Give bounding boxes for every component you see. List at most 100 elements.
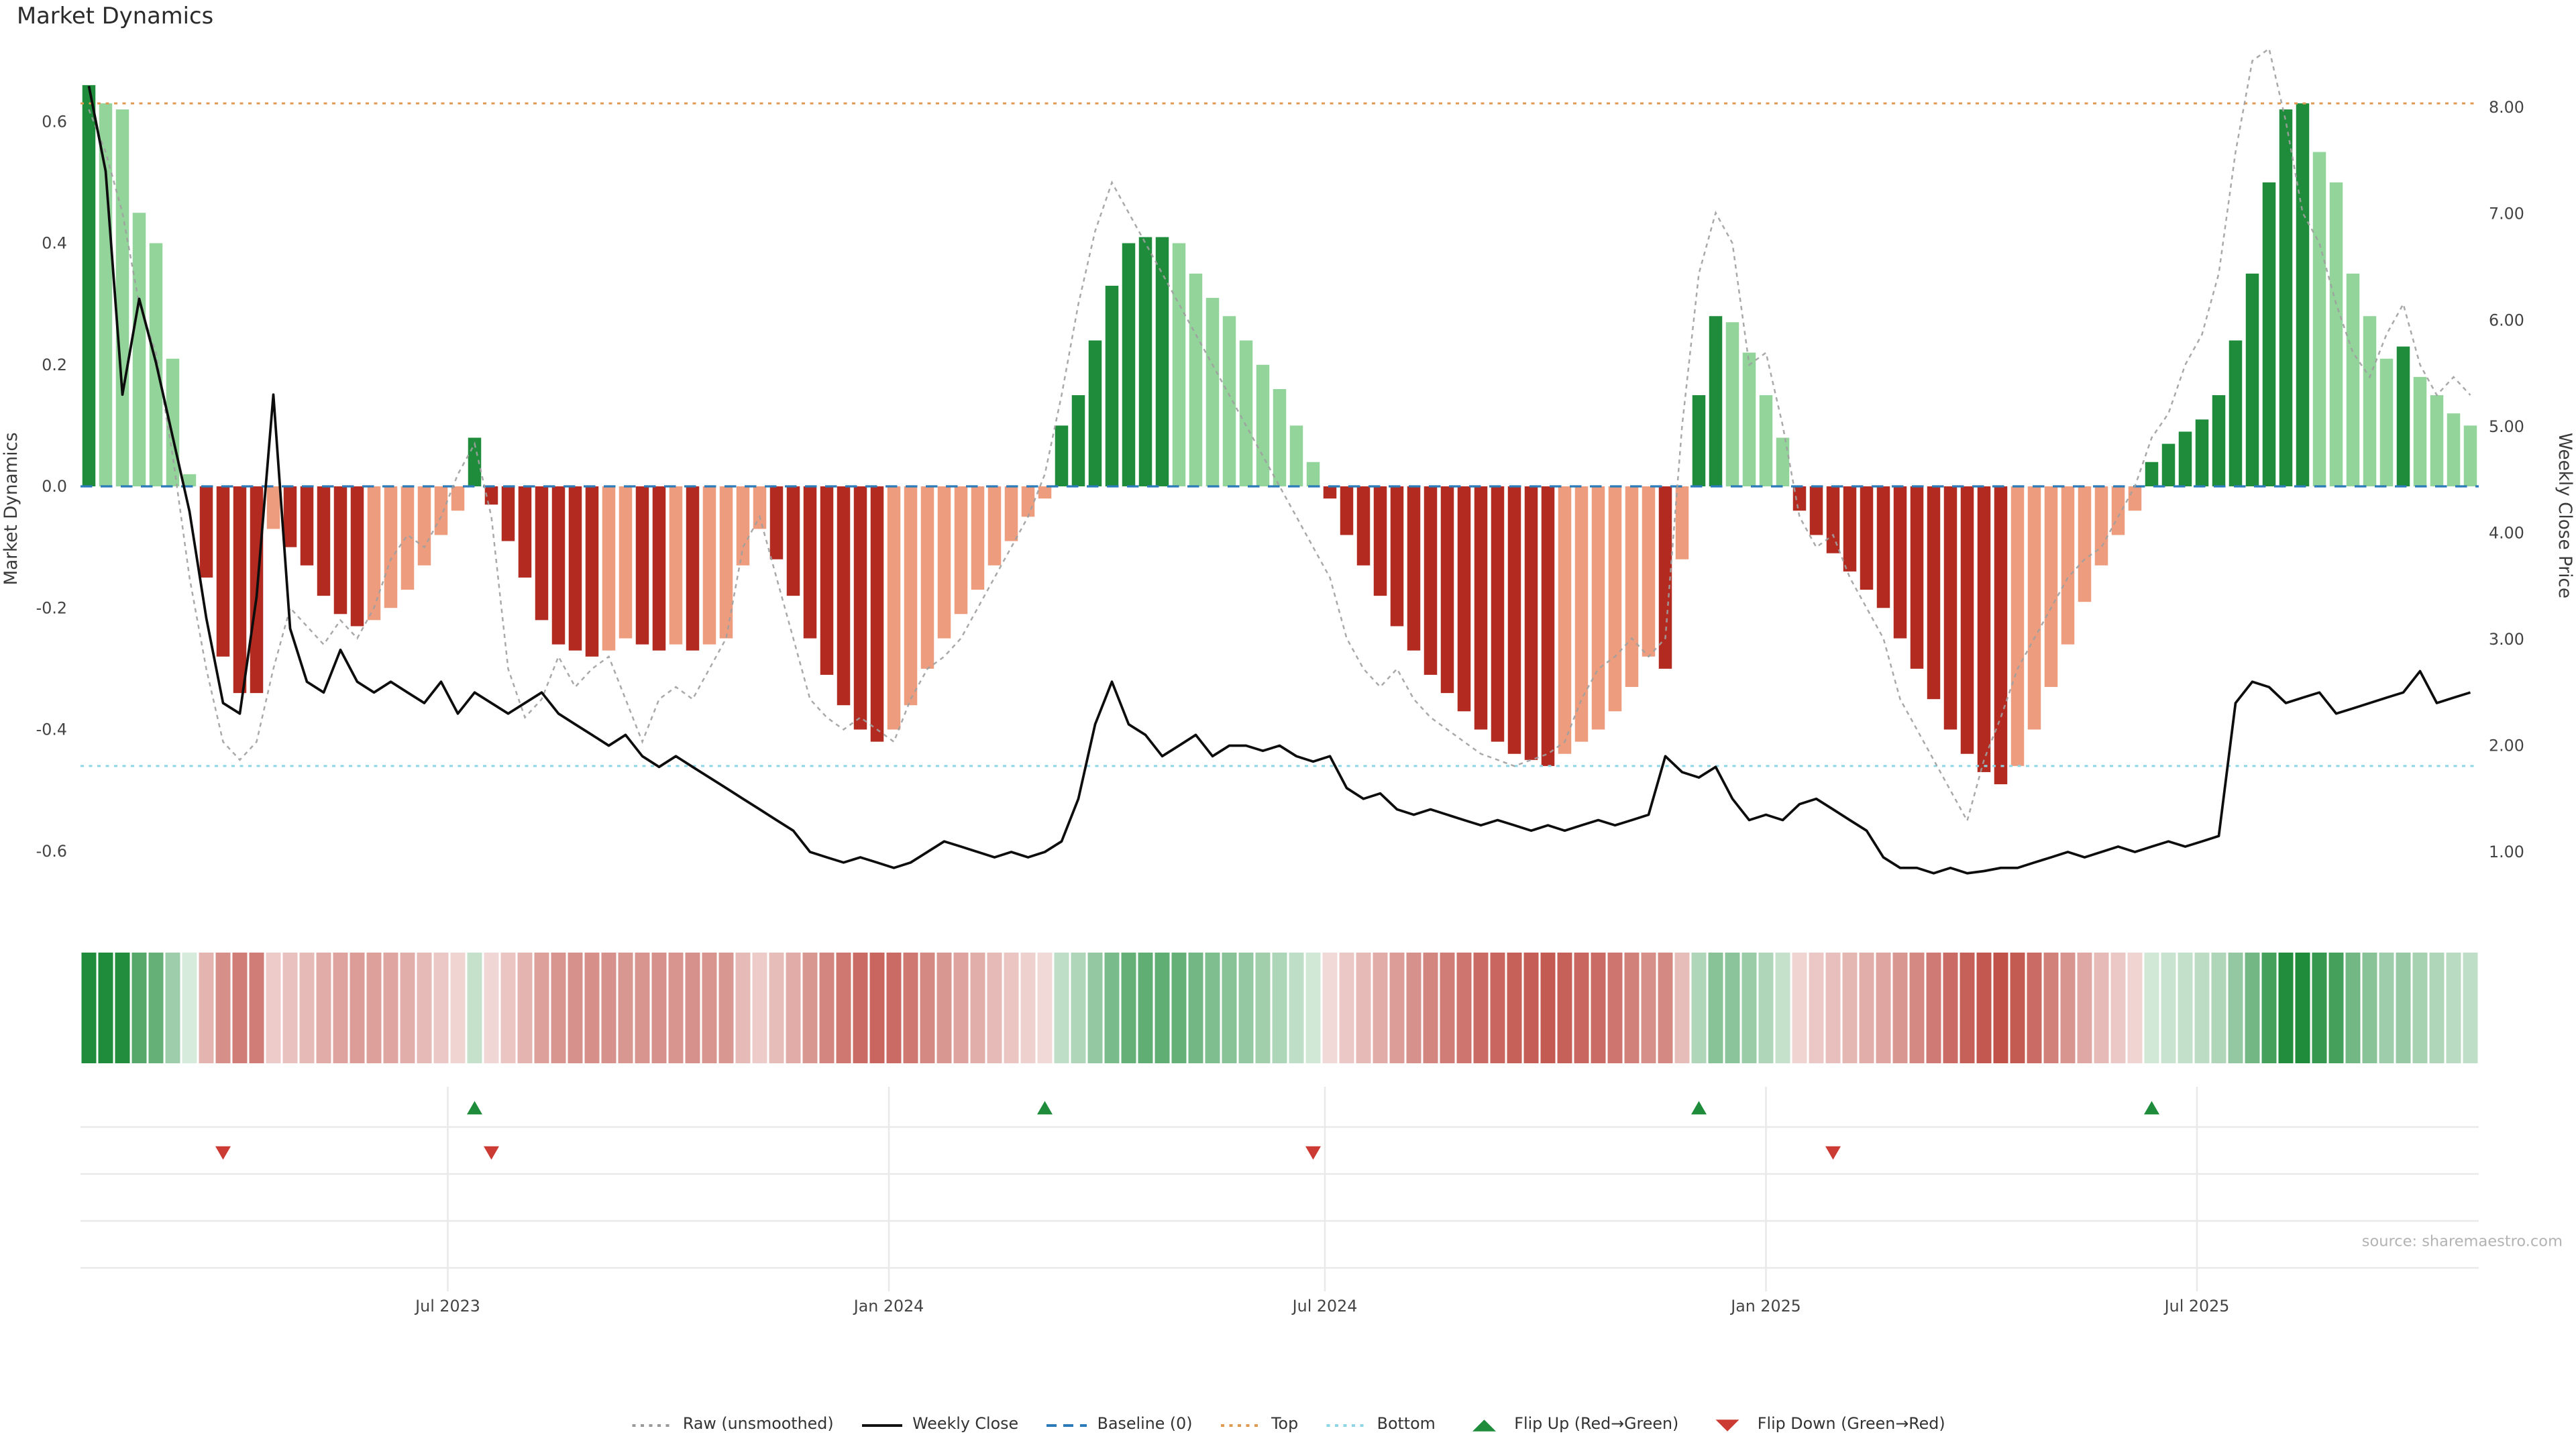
dynamics-bar	[2447, 413, 2461, 486]
right-tick-label: 8.00	[2489, 98, 2524, 117]
heatmap-cell	[1607, 953, 1623, 1063]
x-tick-label: Jul 2025	[2163, 1297, 2230, 1316]
dynamics-bar	[1558, 486, 1572, 754]
legend-item: Raw (unsmoothed)	[631, 1415, 834, 1434]
heatmap-cell	[500, 953, 516, 1063]
flip-up-marker	[1037, 1101, 1053, 1115]
heatmap-cell	[551, 953, 566, 1063]
heatmap-cell	[1238, 953, 1254, 1063]
heatmap-cell	[282, 953, 298, 1063]
flip-down-marker	[215, 1146, 231, 1160]
dynamics-bar	[1725, 322, 1739, 487]
dynamics-bar	[585, 486, 599, 657]
dynamics-bar	[283, 486, 297, 547]
dynamics-bar	[115, 109, 129, 486]
heatmap-cell	[81, 953, 97, 1063]
dynamics-bar	[384, 486, 398, 608]
dynamics-bar	[501, 486, 515, 541]
dynamics-bar	[2161, 443, 2176, 487]
flip-up-marker	[1691, 1101, 1707, 1115]
heatmap-cell	[1943, 953, 1958, 1063]
dynamics-bar	[199, 486, 213, 578]
heatmap-cell	[2362, 953, 2377, 1063]
dynamics-bar	[568, 486, 582, 651]
dynamics-bar	[2229, 340, 2243, 486]
dynamics-bar	[451, 486, 465, 511]
heatmap-cell	[1523, 953, 1539, 1063]
heatmap-cell	[1121, 953, 1136, 1063]
dynamics-bar	[2396, 346, 2410, 487]
right-tick-label: 4.00	[2489, 523, 2524, 542]
dynamics-bar	[2363, 316, 2377, 486]
left-tick-label: -0.2	[36, 598, 67, 617]
heatmap-cell	[2429, 953, 2445, 1063]
heatmap-cell	[433, 953, 449, 1063]
dynamics-bar	[1407, 486, 1421, 651]
dynamics-bar	[1977, 486, 1991, 772]
heatmap-cell	[869, 953, 885, 1063]
left-tick-label: -0.4	[36, 720, 67, 739]
dynamics-bar	[971, 486, 985, 590]
dynamics-bar	[2413, 376, 2427, 486]
heatmap-cell	[886, 953, 902, 1063]
dynamics-bar	[920, 486, 934, 669]
dynamics-bar	[216, 486, 230, 657]
heatmap-cell	[199, 953, 214, 1063]
dynamics-bar	[1055, 425, 1069, 486]
heatmap-cell	[1171, 953, 1187, 1063]
dynamics-bar	[1205, 298, 1220, 487]
dynamics-bar	[1356, 486, 1371, 566]
heatmap-cell	[936, 953, 952, 1063]
dynamics-bar	[2178, 431, 2192, 487]
dynamics-bar	[551, 486, 566, 645]
dynamics-bar	[2296, 103, 2310, 487]
dynamics-bar	[1843, 486, 1857, 572]
legend-line-icon	[632, 1423, 673, 1426]
heatmap-cell	[1389, 953, 1405, 1063]
heatmap-cell	[970, 953, 985, 1063]
dynamics-bar	[1306, 462, 1320, 486]
right-tick-label: 3.00	[2489, 630, 2524, 649]
dynamics-bar	[1574, 486, 1589, 742]
x-tick-label: Jul 2023	[414, 1297, 480, 1316]
legend-item: Top	[1220, 1415, 1298, 1434]
dynamics-bar	[2145, 462, 2159, 486]
heatmap-cell	[2379, 953, 2394, 1063]
dynamics-bar	[417, 486, 431, 566]
legend-label: Bottom	[1377, 1415, 1436, 1434]
heatmap-cell	[517, 953, 533, 1063]
dynamics-bar	[1507, 486, 1521, 754]
heatmap-cell	[2043, 953, 2059, 1063]
heatmap-cell	[786, 953, 801, 1063]
dynamics-bar	[769, 486, 784, 559]
heatmap-cell	[953, 953, 969, 1063]
dynamics-bar	[1340, 486, 1354, 535]
dynamics-bar	[1189, 273, 1203, 487]
dynamics-bar	[786, 486, 800, 596]
dynamics-bar	[1424, 486, 1438, 675]
dynamics-bar	[887, 486, 901, 730]
dynamics-bar	[1105, 285, 1119, 487]
dynamics-bar	[1759, 395, 1773, 487]
dynamics-bar	[1960, 486, 1974, 754]
heatmap-cell	[1305, 953, 1321, 1063]
dynamics-bar	[484, 486, 498, 505]
heatmap-cell	[836, 953, 851, 1063]
heatmap-cell	[903, 953, 918, 1063]
dynamics-bar	[1122, 243, 1136, 486]
heatmap-cell	[735, 953, 751, 1063]
dynamics-bar	[702, 486, 716, 645]
dynamics-bar	[82, 85, 96, 486]
heatmap-cell	[651, 953, 667, 1063]
left-tick-label: 0.2	[42, 356, 67, 374]
heatmap-cell	[2161, 953, 2176, 1063]
flip-down-marker	[1305, 1146, 1321, 1160]
dynamics-bar	[1474, 486, 1488, 730]
legend-item: Flip Down (Green→Red)	[1705, 1415, 1945, 1434]
heatmap-cell	[2127, 953, 2143, 1063]
dynamics-bar	[954, 486, 968, 614]
heatmap-cell	[1456, 953, 1472, 1063]
heatmap-cell	[2463, 953, 2478, 1063]
left-tick-label: 0.6	[42, 112, 67, 131]
dynamics-bar	[1256, 364, 1270, 486]
